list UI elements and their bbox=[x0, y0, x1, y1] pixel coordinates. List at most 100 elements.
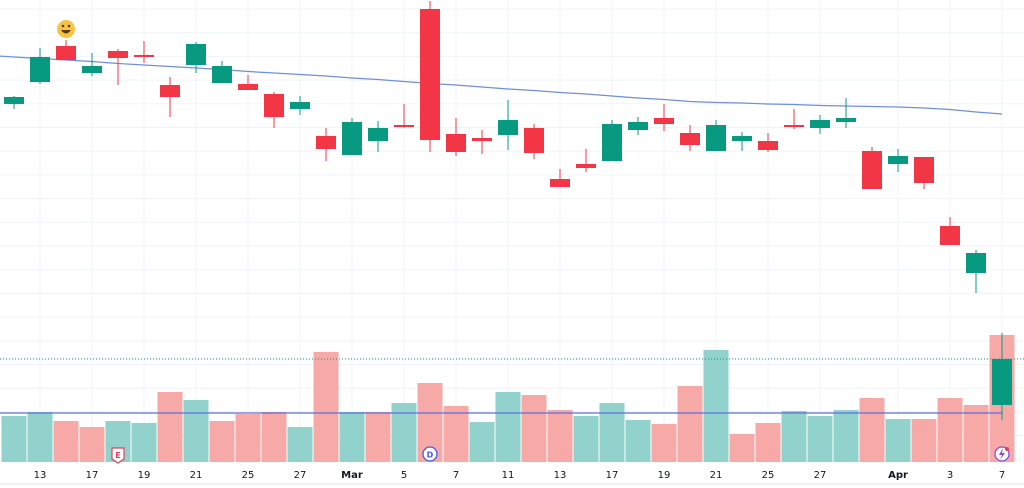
candle-body bbox=[914, 157, 934, 183]
candle bbox=[550, 169, 570, 187]
volume-bar bbox=[131, 423, 157, 462]
volume-bar bbox=[469, 422, 495, 462]
candle bbox=[940, 217, 960, 245]
x-tick-label: 5 bbox=[401, 470, 407, 481]
candle-body bbox=[602, 124, 622, 161]
candle-body bbox=[30, 57, 50, 82]
candle bbox=[212, 61, 232, 83]
candle-body bbox=[368, 128, 388, 141]
volume-bar bbox=[183, 400, 209, 462]
candle bbox=[56, 40, 76, 60]
dividend-marker-icon: D bbox=[422, 446, 438, 462]
lightning-icon bbox=[994, 446, 1010, 462]
x-tick-label: 7 bbox=[999, 470, 1005, 481]
emoji-face bbox=[57, 20, 75, 38]
candle bbox=[784, 109, 804, 129]
candle-body bbox=[108, 51, 128, 58]
candle bbox=[186, 42, 206, 73]
candle bbox=[862, 147, 882, 189]
candle bbox=[498, 100, 518, 150]
candle-body bbox=[576, 164, 596, 168]
candle bbox=[706, 120, 726, 151]
volume-bar bbox=[1, 416, 27, 462]
candle bbox=[4, 96, 24, 109]
candle-body bbox=[888, 156, 908, 164]
candle bbox=[810, 115, 830, 134]
volume-bar bbox=[547, 410, 573, 462]
x-tick-label: 25 bbox=[762, 470, 775, 481]
x-tick-label: 19 bbox=[138, 470, 151, 481]
candle bbox=[82, 53, 102, 76]
candle bbox=[160, 77, 180, 117]
candle-body bbox=[862, 151, 882, 189]
candle bbox=[888, 149, 908, 172]
candle-body bbox=[290, 102, 310, 109]
candle-body bbox=[810, 120, 830, 128]
candle bbox=[524, 124, 544, 159]
x-tick-label: 13 bbox=[34, 470, 47, 481]
candle-body bbox=[186, 44, 206, 65]
candle bbox=[238, 75, 258, 90]
volume-bar bbox=[729, 434, 755, 462]
volume-bar bbox=[313, 352, 339, 462]
x-tick-label: Mar bbox=[341, 470, 363, 481]
candle-body bbox=[316, 136, 336, 149]
candle bbox=[264, 92, 284, 128]
volume-bar bbox=[599, 403, 625, 462]
candle-body bbox=[160, 85, 180, 97]
candle bbox=[446, 118, 466, 156]
candle-body bbox=[472, 138, 492, 141]
candle bbox=[732, 132, 752, 151]
volume-bar bbox=[807, 416, 833, 462]
candle-body bbox=[4, 97, 24, 104]
dividend-badge bbox=[422, 446, 438, 462]
volume-bar bbox=[27, 412, 53, 462]
volume-bar bbox=[963, 405, 989, 462]
candle-body bbox=[524, 128, 544, 153]
candle-body bbox=[992, 359, 1012, 405]
volume-bar bbox=[521, 395, 547, 462]
candle bbox=[420, 1, 440, 152]
volume-bar bbox=[625, 420, 651, 462]
candle-body bbox=[264, 94, 284, 117]
x-tick-label: 21 bbox=[710, 470, 723, 481]
candle-body bbox=[966, 253, 986, 273]
volume-bar bbox=[703, 350, 729, 462]
volume-bar bbox=[287, 427, 313, 462]
candle-body bbox=[758, 141, 778, 150]
candle bbox=[134, 41, 154, 63]
x-tick-label: 13 bbox=[554, 470, 567, 481]
volume-bar bbox=[495, 392, 521, 462]
lightning-bolt bbox=[999, 448, 1005, 460]
earnings-badge bbox=[111, 447, 125, 464]
candle bbox=[680, 125, 700, 151]
volume-bar bbox=[235, 414, 261, 462]
earnings-label: E bbox=[115, 451, 120, 460]
x-tick-label: 3 bbox=[947, 470, 953, 481]
candle-body bbox=[680, 133, 700, 145]
candle bbox=[758, 133, 778, 152]
candle bbox=[30, 48, 50, 84]
candle-body bbox=[82, 66, 102, 73]
emoji-mouth bbox=[61, 30, 71, 34]
volume-bar bbox=[339, 412, 365, 462]
candle-body bbox=[446, 134, 466, 152]
volume-bar bbox=[755, 423, 781, 462]
candle-body bbox=[420, 9, 440, 140]
volume-bar bbox=[833, 410, 859, 462]
x-tick-label: Apr bbox=[888, 470, 908, 481]
candles bbox=[4, 1, 1012, 420]
candle-body bbox=[342, 122, 362, 155]
x-tick-label: 11 bbox=[502, 470, 515, 481]
candle-body bbox=[550, 179, 570, 187]
volume-bar bbox=[443, 406, 469, 462]
candle bbox=[914, 157, 934, 189]
candle bbox=[992, 333, 1012, 420]
candle bbox=[602, 120, 622, 161]
dividend-label: D bbox=[427, 451, 434, 460]
candle bbox=[108, 49, 128, 85]
volume-bar bbox=[157, 392, 183, 462]
time-axis[interactable]: 13 17 19 21 25 27 Mar 5 7 11 13 17 19 21 25 27 Apr 3 7 bbox=[34, 470, 1006, 481]
